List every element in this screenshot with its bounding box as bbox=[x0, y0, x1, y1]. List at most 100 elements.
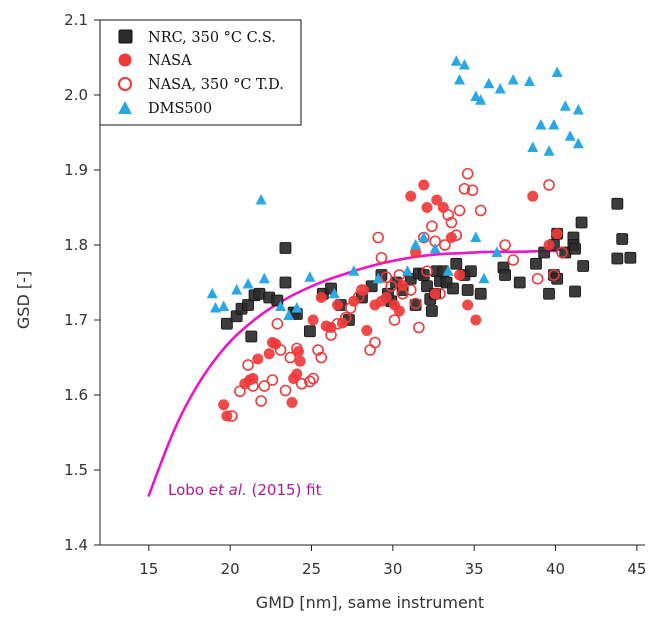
series-triangle-filled bbox=[206, 55, 584, 320]
data-point-open-circle bbox=[331, 317, 344, 330]
data-point-open-circle bbox=[369, 336, 381, 349]
data-point-open-circle bbox=[304, 375, 316, 388]
data-point-triangle bbox=[401, 265, 413, 276]
data-point-triangle bbox=[258, 272, 270, 284]
legend-label-nasa: NASA bbox=[148, 53, 192, 69]
data-point-open-circle bbox=[388, 314, 401, 326]
data-point-filled-circle bbox=[361, 325, 373, 336]
data-point-triangle bbox=[483, 77, 495, 89]
data-point-open-circle bbox=[450, 229, 463, 242]
data-point-filled-circle bbox=[332, 299, 344, 311]
data-point-open-circle bbox=[284, 351, 297, 364]
data-point-open-circle bbox=[307, 372, 319, 385]
data-point-triangle bbox=[328, 287, 340, 299]
data-point-filled-circle bbox=[348, 295, 360, 307]
data-point-square bbox=[499, 269, 511, 281]
legend-entry-dms500: DMS500 bbox=[118, 101, 212, 117]
data-point-triangle bbox=[418, 231, 430, 242]
data-point-triangle bbox=[210, 302, 222, 313]
data-point-filled-circle bbox=[294, 355, 306, 367]
data-point-triangle bbox=[231, 284, 243, 295]
data-point-filled-circle bbox=[252, 353, 264, 365]
legend-label-nrc: NRC, 350 °C C.S. bbox=[148, 30, 276, 46]
data-point-square bbox=[569, 285, 581, 298]
y-tick-label: 2.1 bbox=[64, 11, 88, 29]
legend-box bbox=[99, 19, 302, 126]
data-point-open-circle bbox=[352, 290, 365, 303]
data-point-open-circle bbox=[356, 284, 368, 296]
data-point-filled-circle bbox=[543, 239, 555, 251]
data-point-filled-circle bbox=[454, 269, 466, 281]
data-point-triangle bbox=[470, 231, 482, 242]
x-axis-label: GMD [nm], same instrument bbox=[256, 593, 484, 612]
legend-label-dms500: DMS500 bbox=[148, 101, 212, 117]
x-tick-label: 45 bbox=[627, 560, 646, 578]
data-point-open-circle bbox=[543, 179, 555, 191]
data-point-triangle bbox=[458, 59, 470, 70]
data-point-open-circle bbox=[434, 287, 446, 300]
data-point-open-circle bbox=[258, 380, 271, 392]
data-point-open-circle bbox=[372, 231, 384, 244]
fit-annotation-italic: et al. bbox=[209, 481, 247, 499]
data-point-open-circle bbox=[442, 209, 454, 221]
data-point-filled-circle bbox=[380, 292, 392, 303]
data-point-filled-circle bbox=[418, 179, 430, 191]
fit-annotation: Lobo et al. (2015) fit bbox=[168, 481, 322, 499]
data-point-filled-circle bbox=[431, 194, 443, 206]
data-point-square bbox=[575, 216, 588, 229]
data-point-triangle bbox=[372, 272, 384, 284]
fit-curve bbox=[147, 249, 557, 497]
data-point-square bbox=[220, 317, 233, 330]
data-point-triangle bbox=[572, 104, 584, 115]
data-point-triangle bbox=[450, 55, 462, 66]
data-point-open-circle bbox=[404, 284, 417, 296]
data-point-triangle bbox=[475, 94, 487, 105]
data-point-triangle bbox=[206, 287, 218, 299]
data-point-open-circle bbox=[499, 239, 511, 251]
data-point-triangle bbox=[494, 83, 506, 94]
data-point-filled-circle bbox=[307, 314, 319, 326]
data-point-triangle bbox=[527, 141, 539, 152]
data-point-open-circle bbox=[279, 384, 292, 397]
data-point-triangle bbox=[454, 74, 466, 85]
data-point-open-circle bbox=[445, 216, 458, 229]
y-tick-label: 1.7 bbox=[64, 311, 88, 329]
data-point-triangle bbox=[429, 242, 441, 254]
data-point-square bbox=[242, 299, 254, 311]
data-point-open-circle bbox=[255, 395, 267, 407]
x-tick-label: 25 bbox=[302, 560, 321, 578]
data-point-triangle bbox=[507, 74, 519, 85]
data-point-square bbox=[450, 257, 463, 270]
data-point-triangle bbox=[218, 300, 230, 311]
data-point-triangle bbox=[242, 278, 254, 289]
data-points-layer bbox=[206, 55, 637, 422]
y-tick-label: 1.9 bbox=[64, 161, 88, 179]
y-tick-label: 1.5 bbox=[64, 461, 88, 479]
data-point-open-circle bbox=[413, 321, 425, 334]
data-point-filled-circle bbox=[315, 292, 327, 303]
data-point-triangle bbox=[442, 265, 454, 276]
data-point-open-circle bbox=[312, 344, 324, 356]
data-point-triangle bbox=[543, 145, 555, 156]
data-point-open-circle bbox=[453, 204, 466, 217]
ticks-layer: 15 20 25 30 35 40 45 1.4 1.5 1.6 1.7 1.8 1.9 2.0 2.1 bbox=[64, 11, 646, 578]
data-point-open-circle bbox=[466, 184, 479, 197]
legend-marker-filled-circle bbox=[118, 53, 132, 67]
x-tick-label: 15 bbox=[139, 560, 158, 578]
data-point-open-circle bbox=[291, 342, 303, 355]
legend-entry-nrc: NRC, 350 °C C.S. bbox=[118, 29, 276, 46]
x-tick-label: 35 bbox=[465, 560, 484, 578]
data-point-open-circle bbox=[315, 351, 328, 364]
data-point-filled-circle bbox=[393, 305, 405, 317]
data-point-open-circle bbox=[507, 254, 520, 266]
data-point-square bbox=[303, 325, 316, 338]
data-point-open-circle bbox=[225, 410, 238, 422]
data-point-triangle bbox=[275, 300, 287, 311]
y-tick-label: 1.8 bbox=[64, 236, 88, 254]
data-point-open-circle bbox=[247, 380, 259, 392]
data-point-square bbox=[425, 305, 438, 317]
data-point-open-circle bbox=[375, 251, 388, 264]
data-point-open-circle bbox=[556, 246, 568, 259]
data-point-open-circle bbox=[409, 297, 422, 310]
y-tick-label: 1.4 bbox=[64, 536, 88, 554]
